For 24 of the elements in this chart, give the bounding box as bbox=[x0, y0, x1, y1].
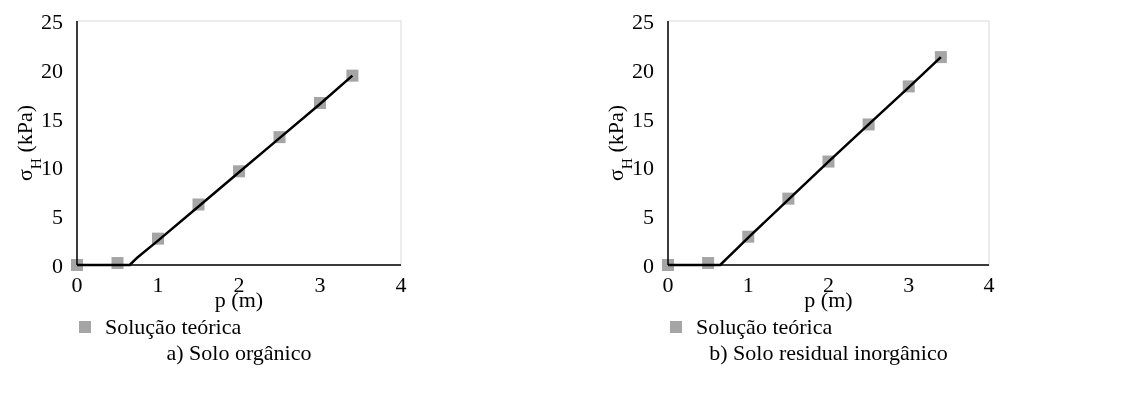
x-tick-label: 4 bbox=[395, 272, 407, 297]
y-tick-label: 10 bbox=[41, 155, 63, 181]
y-tick-label: 10 bbox=[632, 155, 654, 181]
y-tick-label: 20 bbox=[41, 57, 63, 83]
y-tick-label: 25 bbox=[632, 9, 654, 34]
x-tick-label: 0 bbox=[71, 272, 83, 297]
y-tick-label: 5 bbox=[643, 204, 654, 230]
x-tick-label: 0 bbox=[662, 272, 674, 297]
legend-label: Solução teórica bbox=[105, 314, 242, 339]
y-tick-label: 5 bbox=[52, 204, 63, 230]
x-tick-label: 1 bbox=[742, 272, 754, 297]
x-tick-label: 3 bbox=[314, 272, 326, 297]
y-tick-label: 15 bbox=[41, 106, 63, 132]
y-tick-label: 0 bbox=[643, 253, 654, 278]
x-tick-label: 1 bbox=[152, 272, 164, 297]
legend-label: Solução teórica bbox=[696, 314, 833, 339]
x-tick-label: 3 bbox=[903, 272, 915, 297]
y-tick-label: 20 bbox=[632, 57, 654, 83]
y-tick-label: 25 bbox=[41, 9, 63, 34]
y-tick-label: 15 bbox=[632, 106, 654, 132]
x-tick-label: 4 bbox=[983, 272, 995, 297]
y-tick-label: 0 bbox=[52, 253, 63, 278]
text: b) Solo residual inorgânico bbox=[709, 340, 948, 365]
text: a) Solo orgânico bbox=[166, 340, 312, 365]
